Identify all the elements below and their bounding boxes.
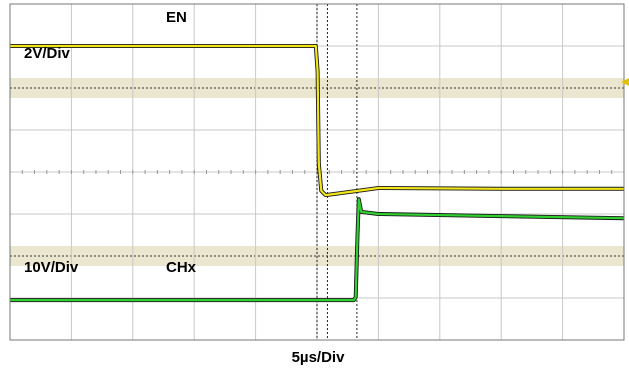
series-label-en: EN — [166, 9, 187, 26]
ch1-level-marker — [621, 78, 629, 86]
scale-label-chx: 10V/Div — [24, 259, 79, 276]
trace-en — [10, 44, 624, 197]
series-label-chx: CHx — [166, 259, 197, 276]
traces — [10, 44, 625, 303]
x-axis-label: 5µs/Div — [292, 349, 345, 366]
plot-frame — [9, 3, 625, 341]
scale-label-en: 2V/Div — [24, 45, 71, 62]
trace-chx — [10, 198, 625, 302]
